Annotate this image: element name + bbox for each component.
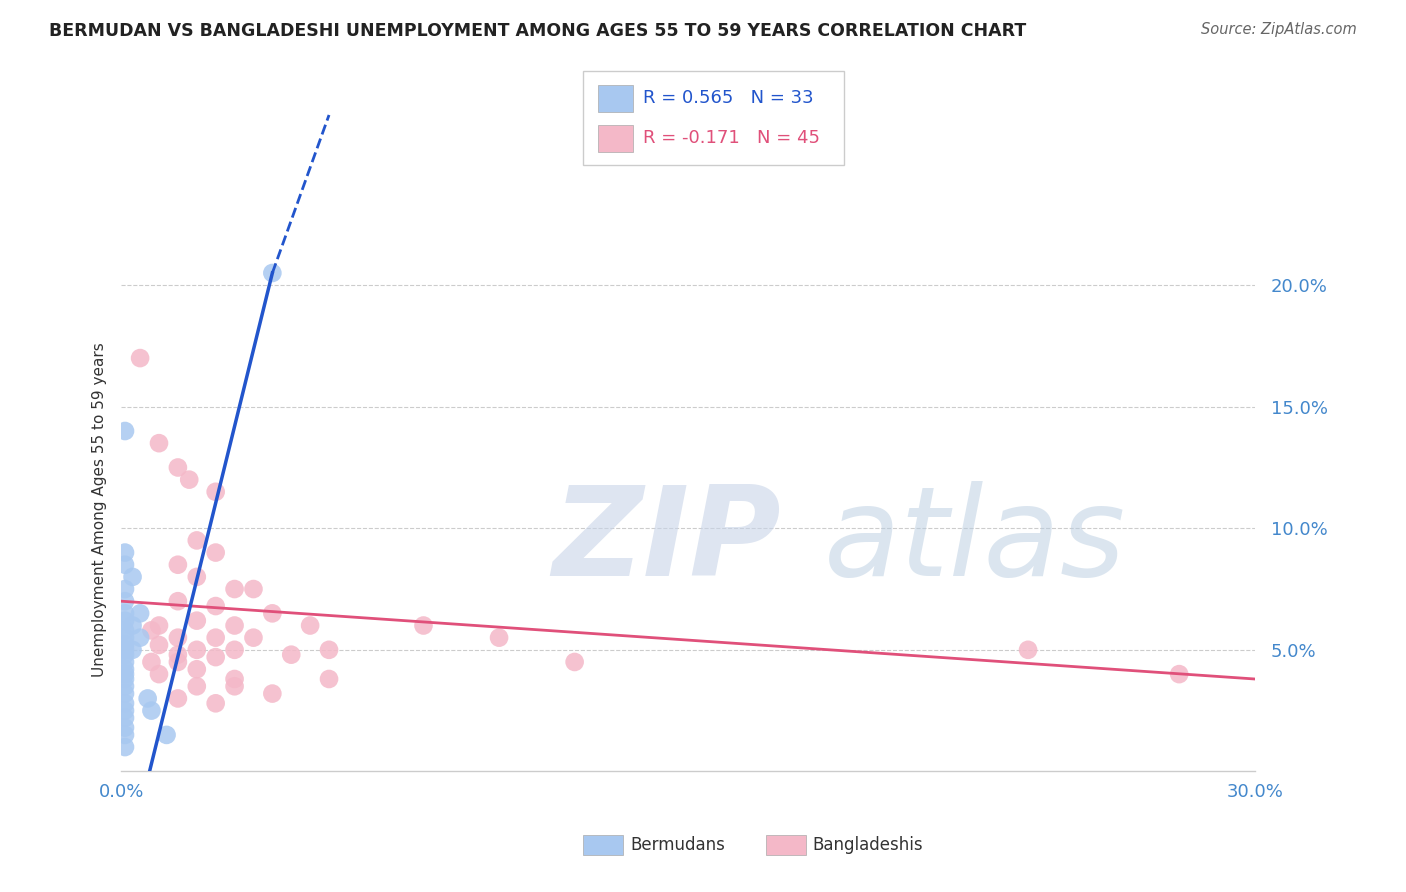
Point [114, 594, 136, 608]
Point [114, 696, 136, 710]
Point [114, 545, 136, 559]
Point [114, 558, 136, 572]
Point [186, 642, 208, 657]
Point [242, 631, 264, 645]
Point [114, 638, 136, 652]
Point [280, 648, 302, 662]
Point [318, 672, 340, 686]
Point [114, 607, 136, 621]
Point [129, 631, 152, 645]
Point [204, 599, 226, 613]
Text: R = 0.565   N = 33: R = 0.565 N = 33 [643, 89, 813, 107]
Point [167, 558, 190, 572]
Point [141, 704, 163, 718]
Point [224, 642, 246, 657]
Text: Bermudans: Bermudans [630, 836, 724, 854]
Point [148, 436, 170, 450]
Point [155, 728, 177, 742]
Point [186, 662, 208, 676]
Point [114, 740, 136, 755]
Point [114, 721, 136, 735]
Y-axis label: Unemployment Among Ages 55 to 59 years: Unemployment Among Ages 55 to 59 years [93, 343, 107, 677]
Point [186, 533, 208, 548]
Text: Source: ZipAtlas.com: Source: ZipAtlas.com [1201, 22, 1357, 37]
Point [564, 655, 586, 669]
Point [114, 728, 136, 742]
Point [141, 624, 163, 638]
Point [167, 631, 190, 645]
Point [114, 631, 136, 645]
Point [224, 679, 246, 693]
Point [129, 607, 152, 621]
Point [167, 460, 190, 475]
Point [299, 618, 322, 632]
Point [412, 618, 434, 632]
Point [114, 655, 136, 669]
Text: BERMUDAN VS BANGLADESHI UNEMPLOYMENT AMONG AGES 55 TO 59 YEARS CORRELATION CHART: BERMUDAN VS BANGLADESHI UNEMPLOYMENT AMO… [49, 22, 1026, 40]
Point [1168, 667, 1191, 681]
Point [114, 687, 136, 701]
Point [204, 484, 226, 499]
Point [179, 473, 201, 487]
Point [224, 672, 246, 686]
Point [114, 667, 136, 681]
Point [167, 691, 190, 706]
Point [204, 696, 226, 710]
Point [114, 424, 136, 438]
Text: R = -0.171   N = 45: R = -0.171 N = 45 [643, 129, 820, 147]
Point [121, 570, 143, 584]
Point [136, 691, 159, 706]
Point [488, 631, 510, 645]
Text: ZIP: ZIP [553, 481, 780, 602]
Point [186, 614, 208, 628]
Point [148, 618, 170, 632]
Point [224, 618, 246, 632]
Point [242, 582, 264, 596]
Point [114, 642, 136, 657]
Point [114, 582, 136, 596]
Point [114, 614, 136, 628]
Point [114, 711, 136, 725]
Point [204, 545, 226, 559]
Text: atlas: atlas [824, 481, 1126, 602]
Point [148, 638, 170, 652]
Point [141, 655, 163, 669]
Point [129, 351, 152, 365]
Point [148, 667, 170, 681]
Point [114, 648, 136, 662]
Point [121, 618, 143, 632]
Point [114, 662, 136, 676]
Point [186, 570, 208, 584]
Point [262, 687, 284, 701]
Text: Bangladeshis: Bangladeshis [813, 836, 924, 854]
Point [186, 679, 208, 693]
Point [262, 607, 284, 621]
Point [114, 679, 136, 693]
Point [114, 704, 136, 718]
Point [204, 631, 226, 645]
Point [114, 672, 136, 686]
Point [1017, 642, 1039, 657]
Point [121, 642, 143, 657]
Point [318, 642, 340, 657]
Point [114, 624, 136, 638]
Point [262, 266, 284, 280]
Point [167, 655, 190, 669]
Point [224, 582, 246, 596]
Point [204, 650, 226, 665]
Point [167, 648, 190, 662]
Point [167, 594, 190, 608]
